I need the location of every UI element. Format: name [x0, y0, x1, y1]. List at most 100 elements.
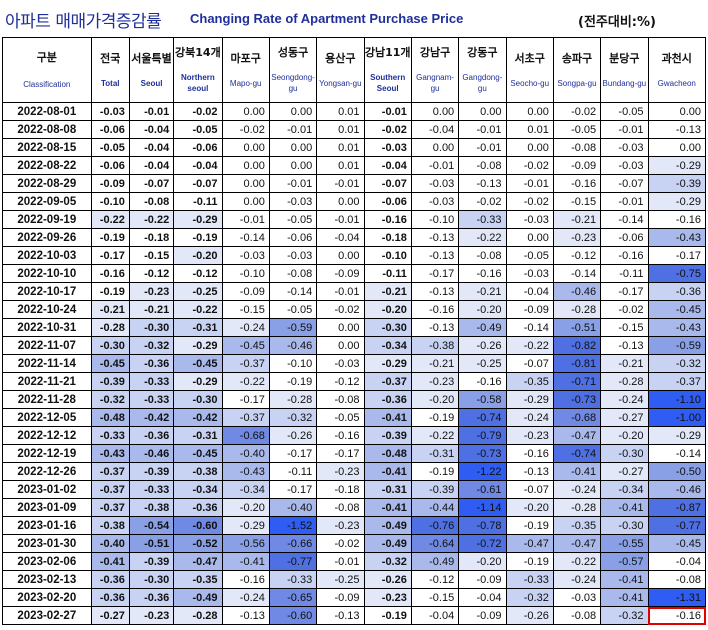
value-cell[interactable]: -0.51 — [552, 318, 602, 337]
value-cell[interactable]: -0.01 — [505, 174, 554, 193]
value-cell[interactable]: -0.37 — [90, 480, 130, 499]
value-cell[interactable]: -0.34 — [600, 480, 649, 499]
value-cell[interactable]: -0.28 — [90, 318, 130, 337]
value-cell[interactable]: -0.29 — [363, 354, 412, 373]
value-cell[interactable]: -0.05 — [268, 210, 318, 229]
value-cell[interactable]: -0.50 — [647, 462, 706, 481]
value-cell[interactable]: -0.24 — [552, 570, 602, 589]
value-cell[interactable]: -0.16 — [410, 300, 460, 319]
value-cell[interactable]: -0.07 — [363, 174, 412, 193]
value-cell[interactable]: -1.22 — [458, 462, 507, 481]
value-cell[interactable]: -0.42 — [173, 408, 223, 427]
value-cell[interactable]: -0.39 — [363, 426, 412, 445]
value-cell[interactable]: -0.39 — [410, 480, 460, 499]
row-date-cell[interactable]: 2023-02-20 — [2, 588, 92, 607]
row-date-cell[interactable]: 2022-11-07 — [2, 336, 92, 355]
value-cell[interactable]: -0.12 — [552, 246, 602, 265]
value-cell[interactable]: -0.12 — [410, 570, 460, 589]
value-cell[interactable]: 0.00 — [316, 192, 365, 211]
value-cell[interactable]: -0.41 — [221, 552, 270, 571]
value-cell[interactable]: -0.30 — [363, 318, 412, 337]
value-cell[interactable]: -0.17 — [600, 282, 649, 301]
value-cell[interactable]: -0.04 — [363, 156, 412, 175]
value-cell[interactable]: -0.31 — [173, 426, 223, 445]
value-cell[interactable]: -0.09 — [505, 300, 554, 319]
value-cell[interactable]: -0.41 — [600, 498, 649, 517]
value-cell[interactable]: -0.19 — [90, 228, 130, 247]
value-cell[interactable]: -0.52 — [173, 534, 223, 553]
value-cell[interactable]: -0.30 — [173, 390, 223, 409]
value-cell[interactable]: -0.16 — [90, 264, 130, 283]
value-cell[interactable]: -0.04 — [316, 228, 365, 247]
value-cell[interactable]: -0.46 — [647, 480, 706, 499]
value-cell[interactable]: -0.27 — [600, 462, 649, 481]
value-cell[interactable]: -0.37 — [90, 498, 130, 517]
value-cell[interactable]: -0.37 — [221, 354, 270, 373]
value-cell[interactable]: -0.02 — [363, 120, 412, 139]
value-cell[interactable]: -0.22 — [552, 552, 602, 571]
row-date-cell[interactable]: 2023-02-13 — [2, 570, 92, 589]
value-cell[interactable]: -0.21 — [458, 282, 507, 301]
value-cell[interactable]: -0.41 — [552, 462, 602, 481]
value-cell[interactable]: -0.03 — [410, 192, 460, 211]
value-cell[interactable]: -0.32 — [505, 588, 554, 607]
value-cell[interactable]: -0.04 — [128, 120, 175, 139]
value-cell[interactable]: -0.03 — [268, 192, 318, 211]
value-cell[interactable]: -0.45 — [90, 354, 130, 373]
value-cell[interactable]: -0.30 — [600, 444, 649, 463]
row-date-cell[interactable]: 2023-01-16 — [2, 516, 92, 535]
value-cell[interactable]: -0.38 — [90, 516, 130, 535]
column-header-11[interactable]: 송파구 Songpa-gu — [552, 37, 602, 103]
value-cell[interactable]: -0.02 — [221, 120, 270, 139]
value-cell[interactable]: -0.13 — [458, 174, 507, 193]
row-date-cell[interactable]: 2023-02-27 — [2, 606, 92, 625]
value-cell[interactable]: -0.60 — [268, 606, 318, 625]
column-header-13[interactable]: 과천시 Gwacheon — [647, 37, 706, 103]
value-cell[interactable]: -0.33 — [128, 372, 175, 391]
value-cell[interactable]: -0.36 — [128, 426, 175, 445]
value-cell[interactable]: -0.45 — [173, 444, 223, 463]
value-cell[interactable]: -0.22 — [90, 210, 130, 229]
value-cell[interactable]: -0.41 — [363, 408, 412, 427]
value-cell[interactable]: -0.45 — [647, 534, 706, 553]
value-cell[interactable]: -0.17 — [410, 264, 460, 283]
value-cell[interactable]: -0.13 — [647, 120, 706, 139]
value-cell[interactable]: 0.00 — [316, 336, 365, 355]
value-cell[interactable]: -0.79 — [458, 426, 507, 445]
value-cell[interactable]: -0.51 — [128, 534, 175, 553]
value-cell[interactable]: -0.30 — [128, 318, 175, 337]
value-cell[interactable]: -0.04 — [505, 282, 554, 301]
value-cell[interactable]: -0.36 — [647, 282, 706, 301]
value-cell[interactable]: -0.36 — [363, 390, 412, 409]
value-cell[interactable]: -0.49 — [410, 552, 460, 571]
value-cell[interactable]: -0.32 — [647, 354, 706, 373]
column-header-5[interactable]: 성동구 Seongdong-gu — [268, 37, 318, 103]
value-cell[interactable]: -0.39 — [647, 174, 706, 193]
value-cell[interactable]: -0.03 — [316, 354, 365, 373]
value-cell[interactable]: -0.14 — [600, 210, 649, 229]
value-cell[interactable]: -0.01 — [316, 552, 365, 571]
column-header-4[interactable]: 마포구 Mapo-gu — [221, 37, 270, 103]
value-cell[interactable]: -0.06 — [268, 228, 318, 247]
value-cell[interactable]: -0.39 — [90, 372, 130, 391]
value-cell[interactable]: -0.47 — [552, 426, 602, 445]
value-cell[interactable]: -0.05 — [505, 246, 554, 265]
value-cell[interactable]: -0.14 — [647, 444, 706, 463]
value-cell[interactable]: -0.43 — [221, 462, 270, 481]
value-cell[interactable]: -0.46 — [552, 282, 602, 301]
value-cell[interactable]: -0.08 — [316, 390, 365, 409]
column-header-0[interactable]: 구분 Classification — [2, 37, 92, 103]
value-cell[interactable]: -0.02 — [458, 192, 507, 211]
value-cell[interactable]: -0.05 — [173, 120, 223, 139]
value-cell[interactable]: -0.47 — [505, 534, 554, 553]
value-cell[interactable]: -0.07 — [505, 480, 554, 499]
value-cell[interactable]: -0.19 — [410, 462, 460, 481]
row-date-cell[interactable]: 2022-10-10 — [2, 264, 92, 283]
row-date-cell[interactable]: 2022-10-03 — [2, 246, 92, 265]
value-cell[interactable]: -0.10 — [221, 264, 270, 283]
value-cell[interactable]: -0.17 — [268, 480, 318, 499]
value-cell[interactable]: -0.36 — [90, 588, 130, 607]
value-cell[interactable]: -0.01 — [363, 102, 412, 121]
value-cell[interactable]: -0.31 — [410, 444, 460, 463]
selected-cell[interactable]: -0.16 — [647, 606, 706, 625]
